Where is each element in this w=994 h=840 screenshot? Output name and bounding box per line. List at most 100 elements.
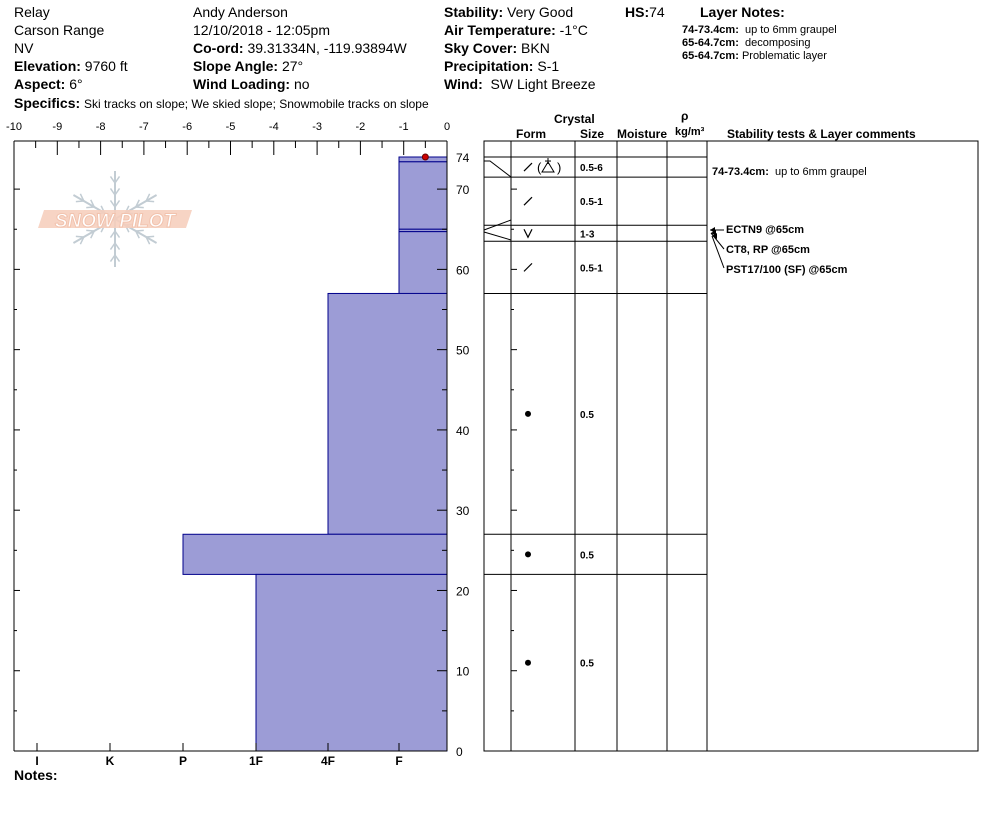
- flake-branch: [135, 230, 140, 239]
- decomposing-icon: [523, 162, 533, 172]
- layer-comment: 74-73.4cm: up to 6mm graupel: [712, 166, 867, 179]
- flake-branch: [90, 199, 95, 208]
- paren-icon: (: [537, 160, 542, 175]
- elevation-field: Elevation: 9760 ft: [14, 58, 128, 74]
- aspect-value: 6°: [69, 76, 83, 92]
- precip-label: Precipitation:: [444, 58, 534, 74]
- flake-branch: [114, 187, 121, 196]
- hardness-tick-label: I: [35, 754, 38, 768]
- density-unit: kg/m³: [675, 126, 705, 138]
- grain-form-icon-precipitation-particles+graupel: (): [523, 158, 561, 175]
- temp-tick-label: -7: [139, 121, 149, 133]
- flake-branch: [109, 187, 116, 196]
- hardness-bar: [398, 231, 448, 294]
- wind-loading-label: Wind Loading:: [193, 76, 291, 92]
- layer-note-range: 65-64.7cm:: [682, 50, 739, 62]
- depth-axis: 0 10 20 30 40 50 60 70 74: [14, 151, 470, 759]
- graupel-icon: [541, 161, 555, 173]
- test-arrow-head: [712, 233, 717, 239]
- layer-comment-text: up to 6mm graupel: [775, 166, 867, 178]
- stability-label: Stability:: [444, 4, 504, 20]
- temp-tick-label: -2: [356, 121, 366, 133]
- elevation-value: 9760 ft: [84, 58, 128, 74]
- layer-note: 65-64.7cm: Problematic layer: [682, 50, 827, 63]
- temperature-profile: [421, 153, 429, 161]
- hardness-tick-label: P: [179, 754, 187, 768]
- layer-note-text: decomposing: [745, 37, 811, 49]
- paren-icon: ): [557, 160, 561, 175]
- layer-connectors: [483, 160, 512, 241]
- hardness-tick-label: 1F: [249, 754, 263, 768]
- flake-branch: [145, 193, 151, 202]
- flake-branch: [114, 199, 121, 208]
- temp-tick-label: -10: [6, 121, 22, 133]
- grain-form-icon-rounded-grains: [525, 551, 531, 558]
- hardness-bar: [398, 161, 448, 230]
- layer-connector: [484, 160, 512, 178]
- test-arrows: [710, 227, 725, 269]
- temp-tick-label: 0: [444, 121, 450, 133]
- layer-note-text: up to 6mm graupel: [745, 24, 837, 36]
- crystal-size-label: 0.5-1: [580, 263, 603, 274]
- depth-tick-label: 70: [456, 183, 470, 197]
- flake-branch: [109, 254, 116, 263]
- stability-test-ectn: ECTN9 @65cm: [726, 224, 804, 236]
- specifics-label: Specifics:: [14, 95, 81, 111]
- layer-comment-range: 74-73.4cm:: [712, 166, 769, 178]
- depth-tick-label: 30: [456, 504, 470, 518]
- coord-label: Co-ord:: [193, 40, 244, 56]
- decomposing-icon: [523, 196, 533, 206]
- crystal-size-label: 0.5-6: [580, 163, 603, 174]
- temp-tick-label: -8: [96, 121, 106, 133]
- stability-test-ct: CT8, RP @65cm: [726, 244, 810, 256]
- flake-branch: [114, 230, 121, 239]
- layer-notes-title: Layer Notes:: [700, 4, 785, 20]
- logo-text: SNOW PILOT: [55, 211, 177, 232]
- flake-branch: [79, 193, 85, 202]
- sky-cover-value: BKN: [521, 40, 550, 56]
- temp-tick-label: -1: [399, 121, 409, 133]
- wind-loading-value: no: [293, 76, 310, 92]
- layer-note-range: 74-73.4cm:: [682, 24, 739, 36]
- test-arrow-line: [711, 235, 725, 269]
- flake-branch: [145, 236, 151, 245]
- aspect-field: Aspect: 6°: [14, 76, 83, 92]
- observation-datetime: 12/10/2018 - 12:05pm: [193, 22, 330, 38]
- slope-field: Slope Angle: 27°: [193, 58, 303, 74]
- flake-branch: [86, 206, 95, 209]
- flake-branch: [79, 236, 85, 245]
- crystal-table: [483, 140, 979, 752]
- wind-loading-field: Wind Loading: no: [193, 76, 310, 92]
- surface-hoar-icon: [523, 228, 533, 239]
- precip-field: Precipitation: S-1: [444, 58, 559, 74]
- hardness-tick-label: 4F: [321, 754, 335, 768]
- hs-field: HS:74: [625, 4, 665, 20]
- location-name: Relay: [14, 4, 50, 20]
- layer-note-range: 65-64.7cm:: [682, 37, 739, 49]
- crystal-layers: () 0.5-6 0.5-1 1-3 0.5-1 0.5 0.5 0.5: [484, 156, 707, 752]
- hardness-bar: [327, 292, 448, 535]
- wind-field: Wind: SW Light Breeze: [444, 76, 596, 92]
- hardness-frame: [13, 140, 448, 752]
- coord-field: Co-ord: 39.31334N, -119.93894W: [193, 40, 407, 56]
- flake-branch: [146, 235, 155, 238]
- grain-form-icon-surface-hoar: [523, 228, 533, 239]
- layer-note-text: Problematic layer: [741, 50, 827, 62]
- flake-branch: [109, 175, 116, 184]
- flake-branch: [90, 230, 95, 239]
- flake-branch: [109, 242, 116, 251]
- form-header: Form: [516, 127, 546, 141]
- flake-branch: [146, 200, 155, 203]
- flake-branch: [135, 206, 144, 209]
- depth-tick-label: 0: [456, 745, 463, 759]
- hardness-bar: [255, 573, 448, 752]
- hardness-tick-label: K: [106, 754, 115, 768]
- air-temp-value: -1°C: [559, 22, 588, 38]
- temp-tick-label: -4: [269, 121, 279, 133]
- coord-value: 39.31334N, -119.93894W: [247, 40, 407, 56]
- decomposing-icon: [523, 262, 533, 272]
- specifics-value: Ski tracks on slope; We skied slope; Sno…: [84, 97, 429, 111]
- temperature-point: [421, 153, 429, 161]
- air-temp-field: Air Temperature: -1°C: [444, 22, 588, 38]
